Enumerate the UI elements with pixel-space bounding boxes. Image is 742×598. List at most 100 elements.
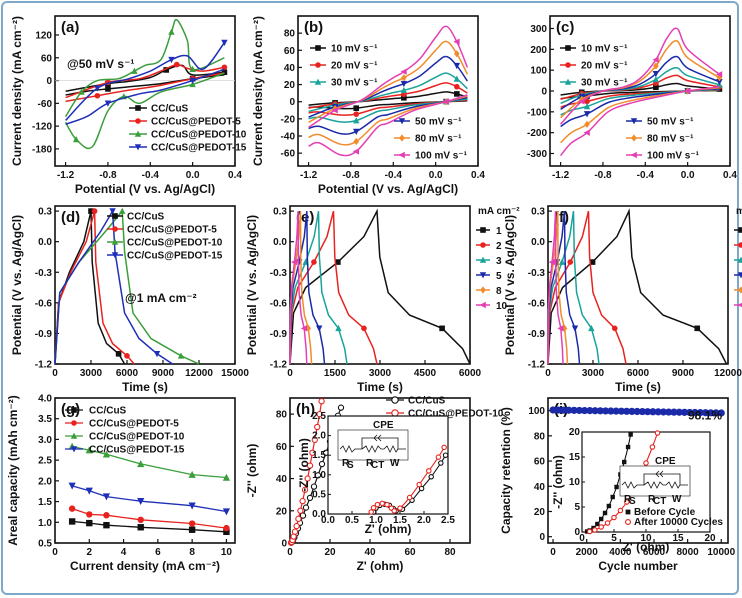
x-tick-label: 60 (404, 547, 416, 558)
legend-entry: 20 mV s⁻¹ (331, 61, 378, 72)
gcd-marker (557, 325, 564, 332)
data-point (297, 507, 304, 514)
circuit-cpe (655, 470, 664, 478)
gcd-curve-5 (289, 211, 308, 365)
panel-c: -1.2 -0.8 -0.4 0.0 0.4 -300 -200 -100 0 100 200 300… (527, 15, 737, 181)
panel-label: (c) (556, 19, 574, 36)
cv-lower-4-marker (353, 137, 360, 146)
cv-lower-2-marker (583, 103, 591, 110)
legend-entry: 100 mV s⁻¹ (415, 151, 468, 162)
data-point (617, 407, 625, 415)
panel-i: 0 2000 4000 6000 8000 10000020406080100Cycle … (499, 397, 736, 573)
inset-point (397, 505, 403, 511)
cv-upper-4-marker (401, 74, 407, 82)
y-tick-label: 40 (284, 63, 296, 74)
y-tick-label: 40 (276, 474, 288, 485)
legend-entry: CC/CuS (151, 104, 189, 115)
x-tick-label: 0.0 (186, 170, 200, 181)
y-tick-label: -40 (281, 132, 296, 143)
legend-marker (70, 432, 78, 439)
cv-upper-0-marker (653, 84, 659, 91)
series-line-0 (72, 520, 227, 533)
data-point (103, 521, 110, 529)
gcd-marker (177, 352, 185, 359)
x-tick-label: 10 (640, 533, 652, 544)
inset-point (442, 452, 449, 458)
data-point (68, 518, 76, 525)
cv-lower-5 (560, 86, 720, 157)
y-tick-label: -60 (38, 99, 53, 110)
legend-entry: 8 (496, 286, 502, 297)
y-axis-label: Potential (V vs. Ag/AgCl) (503, 215, 517, 355)
legend-marker (737, 256, 742, 263)
legend-entry: CC/CuS@PEDOT-15 (127, 251, 223, 262)
circuit-wire (361, 445, 399, 453)
annotation: @1 mA cm⁻² (125, 291, 197, 305)
circuit-label-rs-sub: S (629, 496, 636, 507)
x-tick-label: -0.4 (142, 170, 160, 181)
y-tick-label: 60 (534, 457, 546, 468)
panel-b: -1.2 -0.8 -0.4 0.0 0.4 -60 -40 -20 0 20 40 60 80 Pote… (251, 15, 485, 196)
y-tick-label: 20 (569, 427, 581, 438)
legend-entry: CC/CuS@PEDOT-10 (89, 432, 185, 443)
gcd-marker (548, 258, 555, 266)
data-point (665, 408, 673, 416)
legend-marker (480, 227, 486, 233)
data-point (299, 512, 307, 519)
inset-point (418, 485, 425, 492)
data-point (570, 406, 578, 414)
circuit-label-rct: R (366, 458, 374, 469)
gcd-marker (571, 325, 579, 332)
gcd-marker (311, 259, 317, 265)
data-point (304, 475, 311, 482)
x-tick-label: 20 (704, 533, 716, 544)
y-tick-label: 0 (539, 532, 545, 543)
data-point (314, 423, 321, 431)
legend-title: mA cm⁻² (478, 206, 520, 217)
x-tick-label: 2 (87, 547, 93, 558)
y-tick-label: 0.0 (38, 237, 52, 248)
circuit-label-rct: R (648, 494, 656, 505)
x-tick-label: 40 (364, 547, 376, 558)
legend-entry: CC/CuS (127, 212, 165, 223)
gcd-marker (119, 207, 126, 214)
data-point (680, 408, 689, 416)
x-tick-label: 0 (287, 547, 293, 558)
legend-marker (314, 78, 322, 85)
legend-entry: 20 mV s⁻¹ (581, 61, 628, 72)
x-tick-label: 0.0 (429, 170, 443, 181)
cv-lower-5 (308, 94, 468, 157)
data-point (293, 522, 300, 530)
x-tick-label: -0.4 (637, 170, 655, 181)
x-tick-label: 12000 (714, 368, 742, 379)
data-point (586, 407, 594, 415)
gcd-curve-5 (547, 211, 564, 365)
cv-lower-3-marker (189, 77, 196, 84)
plot-frame (54, 205, 236, 365)
data-point (188, 520, 196, 527)
y-tick-label: 1.5 (312, 450, 326, 461)
y-tick-label: -60 (281, 149, 296, 160)
annotation: @50 mV s⁻¹ (67, 57, 134, 71)
y-tick-label: 80 (276, 410, 288, 421)
data-point (638, 407, 647, 416)
legend-entry: CC/CuS (89, 406, 127, 417)
gcd-marker (361, 325, 367, 332)
legend-marker (630, 151, 637, 159)
circuit-label-rs-sub: S (347, 460, 354, 471)
y-tick-label: 0 (289, 97, 295, 108)
x-tick-label: -0.8 (594, 170, 612, 181)
x-tick-label: 3000 (80, 368, 103, 379)
gcd-marker (291, 258, 298, 266)
x-tick-label: 10 (221, 547, 233, 558)
legend-marker (565, 45, 571, 51)
legend-entry: 50 mV s⁻¹ (415, 117, 462, 128)
y-tick-label: -1.2 (528, 360, 546, 371)
data-point (223, 524, 230, 532)
gcd-marker (588, 324, 595, 332)
gcd-marker (300, 325, 307, 332)
panel-h: 0 20 40 60 80 0 20 40 60 80 Z' (ohm) -Z'' (ohm) (h) C… (245, 396, 504, 574)
circuit-wire (643, 481, 681, 489)
legend-entry: CC/CuS@PEDOT-10 (408, 409, 504, 420)
inset-point (604, 520, 611, 526)
